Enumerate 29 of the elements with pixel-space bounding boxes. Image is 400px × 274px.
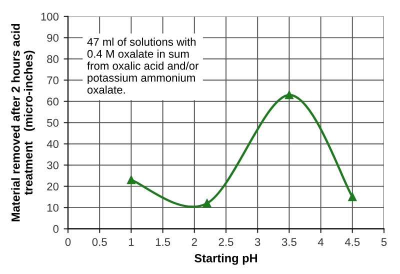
- y-tick-label: 50: [47, 118, 59, 127]
- x-tick-label: 2: [192, 238, 197, 246]
- x-tick-label: 3: [254, 238, 260, 246]
- x-tick-label: 1.5: [156, 238, 170, 246]
- x-tick-label: 0: [65, 238, 71, 246]
- y-tick-label: 30: [47, 161, 59, 170]
- y-tick-label: 70: [47, 76, 59, 84]
- y-tick-label: 80: [47, 55, 59, 64]
- x-tick-label: 5: [381, 238, 387, 246]
- y-tick-label: 100: [41, 12, 59, 21]
- point: [202, 199, 212, 208]
- x-tick-label: 1: [128, 238, 134, 246]
- x-axis-title: Starting pH: [194, 254, 258, 265]
- x-tick-label: 3.5: [282, 238, 296, 246]
- x-tick-label: 0.5: [92, 238, 107, 246]
- point: [348, 192, 357, 202]
- y-tick-label: 0: [53, 225, 59, 233]
- point: [127, 176, 136, 184]
- y-tick-label: 10: [47, 204, 59, 212]
- point: [285, 90, 294, 100]
- x-tick-label: 2.5: [218, 238, 234, 246]
- y-tick-label: 40: [46, 140, 59, 148]
- y-tick-label: 60: [47, 98, 59, 106]
- x-tick-label: 4.5: [344, 238, 360, 246]
- x-tick-label: 4: [318, 238, 324, 246]
- y-tick-label: 20: [47, 182, 59, 190]
- annotation: 47 ml of solutions with 0.4 M oxalate in sum from oxalic acid and/or potassium ammonium oxalate.: [87, 38, 199, 94]
- y-tick-label: 90: [47, 34, 59, 42]
- y-axis-title: Material removed after 2 hours acid treatment (micro-inches): [11, 24, 35, 222]
